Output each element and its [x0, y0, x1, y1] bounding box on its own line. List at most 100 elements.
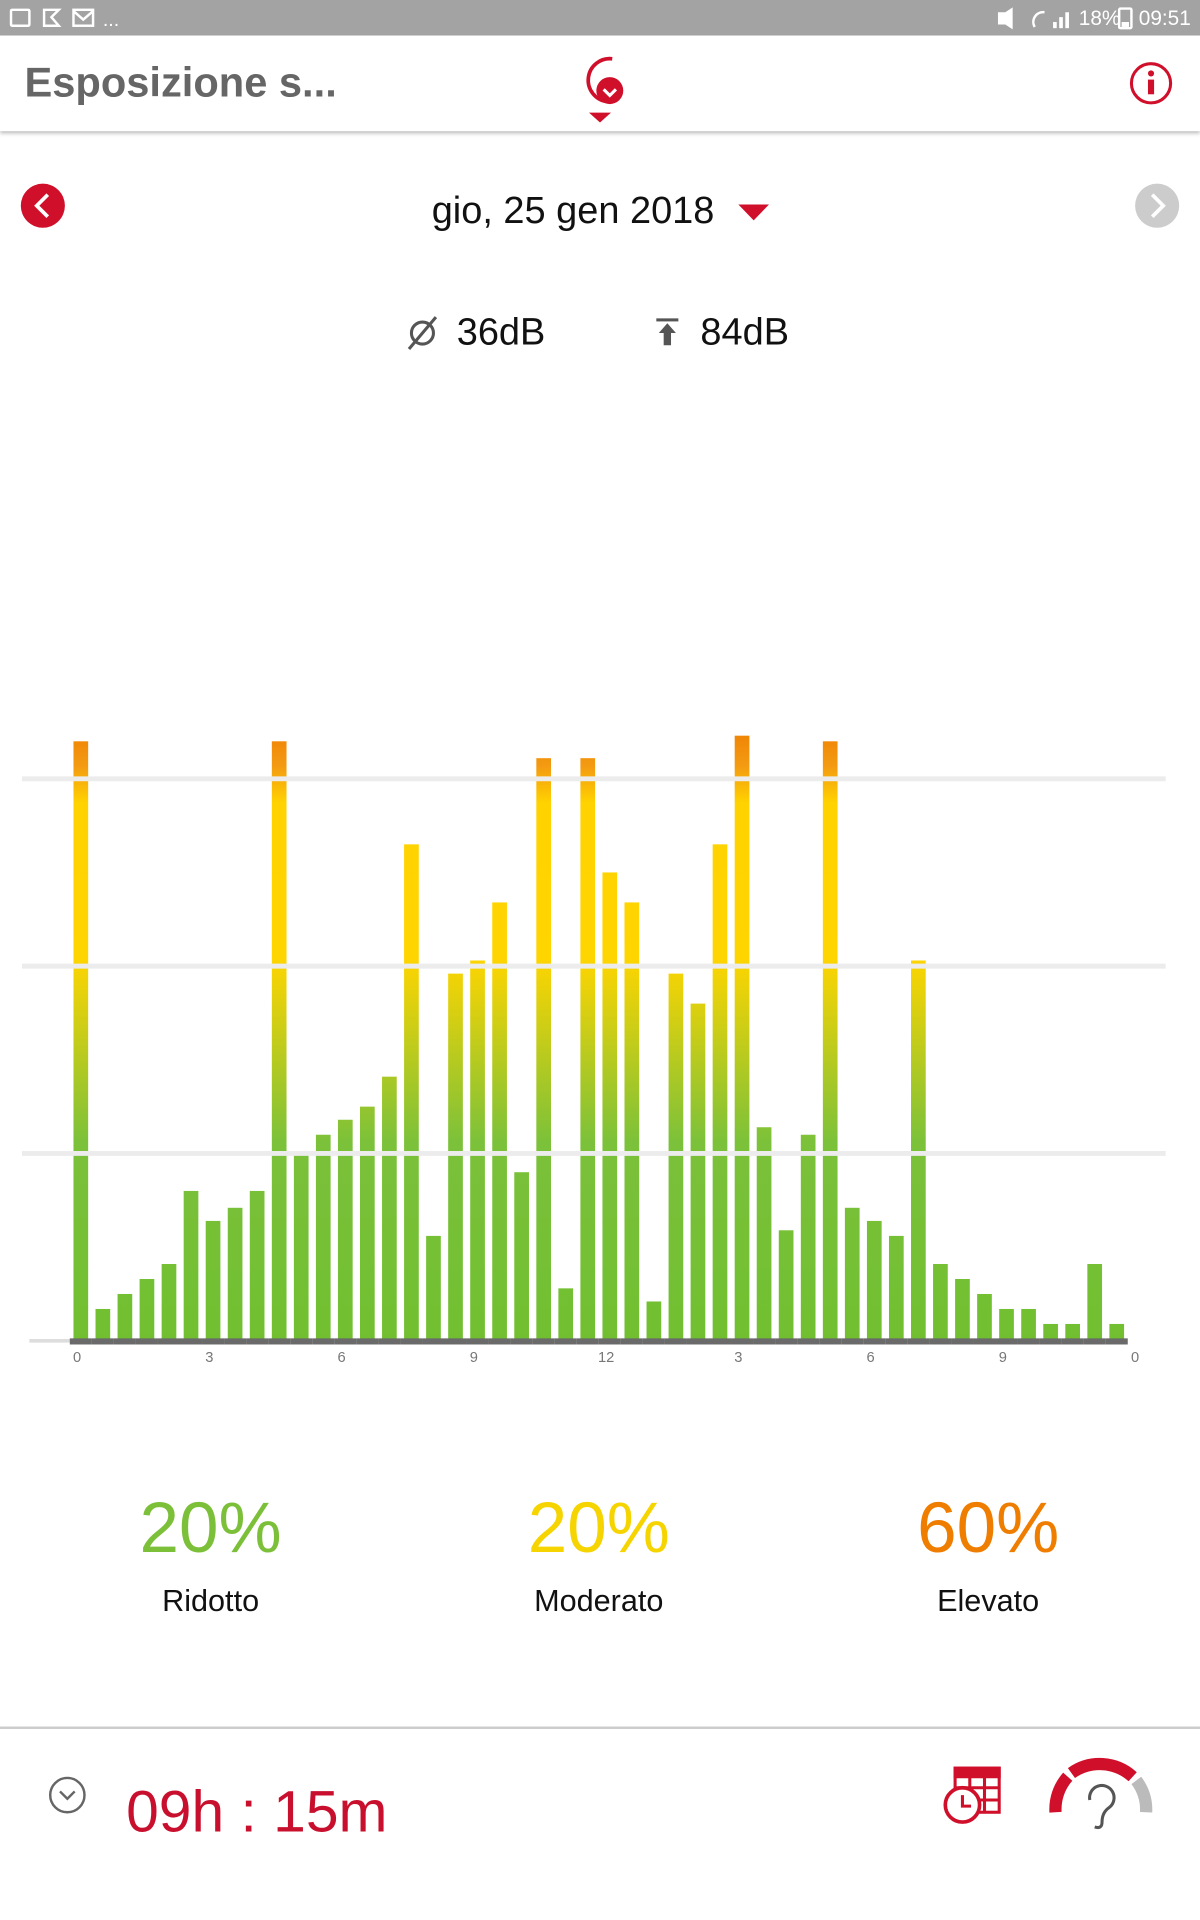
- bar-base: [929, 1338, 952, 1345]
- info-button[interactable]: [1129, 62, 1173, 105]
- bar-base: [708, 1338, 732, 1345]
- exposure-duration: 09h : 15m: [126, 1779, 387, 1844]
- bar: [690, 1003, 706, 1341]
- bar-base: [356, 1338, 379, 1345]
- bar-base: [1105, 1338, 1128, 1345]
- bar: [249, 1190, 265, 1341]
- battery-level: 18%: [1079, 7, 1121, 30]
- bar: [977, 1293, 992, 1341]
- previous-day-button[interactable]: [20, 183, 65, 228]
- bar-base: [444, 1338, 467, 1345]
- bar: [337, 1119, 353, 1341]
- bar: [514, 1172, 529, 1341]
- bar: [1109, 1323, 1125, 1341]
- bar: [470, 960, 485, 1341]
- bar: [95, 1308, 111, 1341]
- bar: [646, 1301, 662, 1341]
- bar-base: [202, 1338, 225, 1345]
- bar: [448, 973, 463, 1341]
- bar: [602, 872, 618, 1341]
- bar-base: [157, 1338, 180, 1345]
- bar: [73, 741, 89, 1341]
- bar-base: [246, 1338, 269, 1345]
- x-tick-label: 12: [598, 1350, 614, 1366]
- hearing-gauge-button[interactable]: [1049, 1757, 1153, 1830]
- bar-base: [642, 1338, 665, 1345]
- bar: [778, 1230, 794, 1341]
- bar-base: [1083, 1338, 1106, 1345]
- bar: [227, 1207, 243, 1341]
- date-dropdown[interactable]: [738, 204, 769, 221]
- bar: [933, 1264, 948, 1341]
- exposure-percentage: 20%: [528, 1489, 670, 1568]
- bar: [536, 758, 552, 1341]
- x-tick-label: 0: [1131, 1350, 1139, 1366]
- bar: [955, 1278, 970, 1341]
- bar: [360, 1106, 375, 1341]
- bar-base: [400, 1338, 423, 1345]
- app-logo[interactable]: [586, 56, 624, 123]
- average-icon: [407, 316, 438, 350]
- exposure-percentage: 20%: [140, 1489, 282, 1568]
- exposure-chart: 0 3 6 9 12 3 6 9 0: [22, 735, 1166, 1366]
- bar: [205, 1220, 221, 1341]
- bar-base: [422, 1338, 445, 1345]
- bar: [558, 1288, 574, 1341]
- next-day-button[interactable]: [1135, 183, 1180, 228]
- bar-base: [973, 1338, 996, 1345]
- bar-base: [488, 1338, 511, 1345]
- status-icons: [9, 7, 1133, 30]
- screen-title: Esposizione s...: [24, 59, 336, 106]
- bar-base: [554, 1338, 577, 1345]
- bar: [315, 1134, 331, 1341]
- bar-base: [841, 1338, 864, 1345]
- bar: [117, 1293, 133, 1341]
- bar-base: [885, 1338, 908, 1345]
- bar-base: [907, 1338, 930, 1345]
- bar-base: [1017, 1338, 1040, 1345]
- bar: [1065, 1323, 1080, 1341]
- bar-base: [510, 1338, 533, 1345]
- bar: [492, 902, 507, 1341]
- bar: [426, 1235, 441, 1341]
- status-bar: [0, 0, 1200, 36]
- bar-base: [378, 1338, 401, 1345]
- exposure-category: Elevato: [937, 1584, 1039, 1618]
- duration-icon: [48, 1776, 86, 1814]
- bar-base: [576, 1338, 599, 1345]
- bar-base: [686, 1338, 709, 1345]
- max-level: 84dB: [700, 311, 789, 353]
- x-tick-label: 9: [999, 1350, 1007, 1366]
- bar-base: [91, 1338, 114, 1345]
- bar: [844, 1207, 860, 1341]
- bar-base: [819, 1338, 842, 1345]
- bar: [183, 1190, 199, 1341]
- bar-base: [268, 1338, 291, 1345]
- bar: [888, 1235, 904, 1341]
- exposure-percentage: 60%: [917, 1489, 1059, 1568]
- selected-date[interactable]: gio, 25 gen 2018: [432, 190, 715, 232]
- bar-base: [797, 1338, 820, 1345]
- bar-base: [224, 1338, 247, 1345]
- bar: [624, 902, 640, 1341]
- bar: [668, 973, 684, 1341]
- clock: 09:51: [1139, 7, 1191, 30]
- bar: [712, 844, 728, 1341]
- bar-base: [753, 1338, 776, 1345]
- bar: [293, 1153, 309, 1341]
- x-tick-label: 6: [338, 1350, 346, 1366]
- bar: [822, 741, 838, 1341]
- bar-base: [1039, 1338, 1062, 1345]
- bar-base: [863, 1338, 886, 1345]
- status-overflow: ...: [103, 9, 119, 31]
- x-tick-label: 6: [867, 1350, 875, 1366]
- bar-base: [951, 1338, 974, 1345]
- bar: [271, 741, 287, 1341]
- bar: [139, 1278, 155, 1341]
- bar-base: [180, 1338, 203, 1345]
- bar-base: [598, 1338, 621, 1345]
- calendar-button[interactable]: [943, 1766, 1001, 1824]
